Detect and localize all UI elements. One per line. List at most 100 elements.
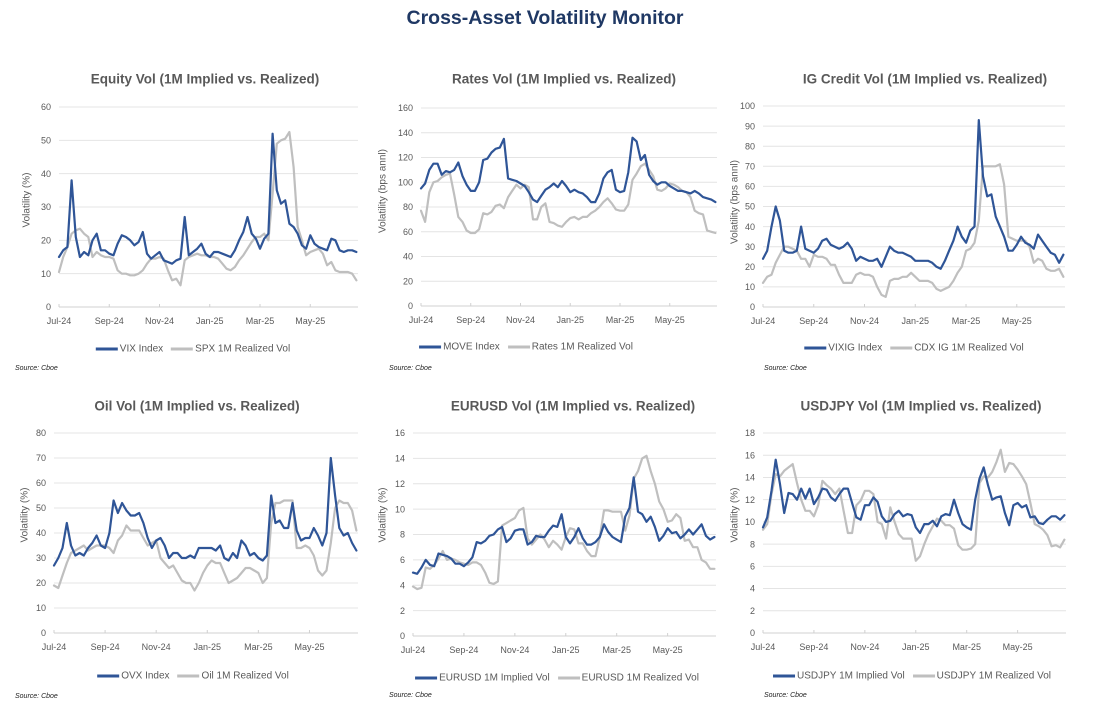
legend-swatch-realized (177, 674, 200, 678)
x-tick-label: Sep-24 (449, 645, 478, 655)
y-tick-label: 100 (740, 101, 755, 111)
chart-panel-oil-vol: 0 10 20 30 40 50 60 70 80 Jul-24 Sep-24 Nov-24 Jan-2… (0, 385, 370, 710)
x-tick-label: Sep-24 (799, 642, 828, 652)
x-tick-label: Jul-24 (47, 316, 72, 326)
legend: MOVE Index Rates 1M Realized Vol (419, 342, 633, 353)
y-axis-title: Volatility (%) (377, 487, 389, 543)
y-tick-label: 80 (403, 202, 413, 212)
y-tick-label: 10 (745, 517, 755, 527)
legend-swatch-implied (97, 674, 120, 678)
y-tick-label: 120 (398, 153, 413, 163)
y-tick-label: 0 (400, 631, 405, 641)
chart-panel-ig-credit-vol: 0 10 20 30 40 50 60 70 80 90 100 Jul-24 Sep-24 Nov-24… (730, 60, 1110, 385)
x-tick-label: May-25 (294, 642, 324, 652)
y-tick-label: 6 (750, 561, 755, 571)
series-line-realized (761, 163, 1065, 298)
y-tick-label: 60 (36, 478, 46, 488)
x-tick-label: Jan-25 (556, 315, 584, 325)
y-tick-label: 40 (745, 222, 755, 232)
y-tick-label: 160 (398, 103, 413, 113)
series-line-realized (52, 499, 358, 592)
series-line-implied (411, 476, 716, 575)
y-tick-label: 10 (745, 282, 755, 292)
y-tick-label: 80 (36, 428, 46, 438)
y-tick-label: 40 (36, 528, 46, 538)
legend-label-implied: MOVE Index (443, 341, 500, 353)
legend-label-realized: Rates 1M Realized Vol (531, 341, 633, 353)
y-tick-label: 16 (745, 450, 755, 460)
y-tick-label: 30 (36, 553, 46, 563)
y-tick-label: 90 (745, 121, 755, 131)
y-axis-title: Volatility (%) (19, 487, 31, 543)
y-tick-label: 10 (36, 603, 46, 613)
y-tick-label: 40 (41, 169, 51, 179)
y-tick-label: 0 (41, 628, 46, 638)
series-line-implied (761, 458, 1066, 535)
y-tick-label: 0 (750, 628, 755, 638)
legend-label-implied: EURUSD 1M Implied Vol (439, 672, 550, 684)
x-tick-label: Nov-24 (850, 642, 879, 652)
legend-label-implied: VIX Index (119, 343, 164, 355)
legend-swatch-realized (557, 676, 580, 680)
y-tick-label: 60 (745, 182, 755, 192)
legend-swatch-implied (804, 346, 827, 350)
source-note: Source: Cboe (764, 692, 807, 699)
legend-label-implied: OVX Index (121, 670, 170, 682)
chart-title: IG Credit Vol (1M Implied vs. Realized) (802, 71, 1048, 87)
source-note: Source: Cboe (764, 365, 807, 372)
legend-label-realized: CDX IG 1M Realized Vol (914, 342, 1024, 354)
legend-item-implied: MOVE Index (419, 342, 500, 353)
legend-item-realized: Rates 1M Realized Vol (507, 341, 633, 353)
x-tick-label: Jul-24 (409, 315, 434, 325)
series-line-implied (419, 136, 717, 204)
y-tick-label: 0 (46, 302, 51, 312)
x-tick-label: Jan-25 (902, 316, 930, 326)
y-tick-label: 60 (403, 227, 413, 237)
legend-swatch-implied (415, 676, 438, 680)
legend-label-implied: VIXIG Index (828, 342, 883, 354)
legend: EURUSD 1M Implied Vol EURUSD 1M Realized… (415, 673, 699, 684)
legend-label-realized: USDJPY 1M Realized Vol (936, 670, 1051, 682)
y-tick-label: 2 (400, 606, 405, 616)
y-tick-label: 140 (398, 128, 413, 138)
x-tick-label: Jul-24 (751, 316, 776, 326)
legend-item-realized: USDJPY 1M Realized Vol (912, 670, 1051, 682)
chart-title: USDJPY Vol (1M Implied vs. Realized) (800, 398, 1042, 414)
y-tick-label: 12 (395, 479, 405, 489)
series-line-implied (57, 132, 358, 265)
series-line-realized (411, 454, 716, 591)
source-note: Source: Cboe (389, 365, 432, 372)
y-tick-label: 10 (395, 504, 405, 514)
series-line-realized (419, 162, 717, 235)
legend-label-realized: Oil 1M Realized Vol (201, 670, 289, 682)
legend: USDJPY 1M Implied Vol USDJPY 1M Realized… (773, 671, 1051, 682)
legend: VIX Index SPX 1M Realized Vol (95, 343, 290, 355)
legend-item-implied: EURUSD 1M Implied Vol (415, 673, 550, 684)
y-axis-title: Volatility (%) (729, 487, 741, 543)
legend: OVX Index Oil 1M Realized Vol (97, 671, 289, 682)
legend-swatch-implied (419, 345, 442, 349)
y-tick-label: 2 (750, 606, 755, 616)
legend-item-realized: CDX IG 1M Realized Vol (890, 343, 1024, 354)
y-tick-label: 30 (41, 202, 51, 212)
x-tick-label: Mar-25 (246, 316, 275, 326)
legend-item-implied: USDJPY 1M Implied Vol (773, 671, 905, 682)
x-tick-label: May-25 (655, 315, 685, 325)
chart-panel-usdjpy-vol: 0 2 4 6 8 10 12 14 16 18 Jul-24 Sep-24 Nov-24 Jan-25 M… (730, 385, 1110, 710)
legend-label-realized: EURUSD 1M Realized Vol (581, 672, 699, 684)
legend-swatch-realized (507, 345, 530, 349)
y-tick-label: 4 (750, 584, 755, 594)
x-tick-label: Sep-24 (456, 315, 485, 325)
y-tick-label: 14 (395, 454, 405, 464)
y-tick-label: 8 (400, 530, 405, 540)
y-tick-label: 12 (745, 495, 755, 505)
chart-panel-equity-vol: 0 10 20 30 40 50 60 Jul-24 Sep-24 Nov-24 Jan-25 Mar… (0, 60, 370, 385)
x-tick-label: Jul-24 (751, 642, 776, 652)
legend: VIXIG Index CDX IG 1M Realized Vol (804, 342, 1024, 354)
x-tick-label: Mar-25 (606, 315, 635, 325)
legend-label-implied: USDJPY 1M Implied Vol (797, 670, 905, 682)
y-tick-label: 6 (400, 555, 405, 565)
x-tick-label: Nov-24 (142, 642, 171, 652)
y-tick-label: 20 (41, 235, 51, 245)
y-tick-label: 18 (745, 428, 755, 438)
